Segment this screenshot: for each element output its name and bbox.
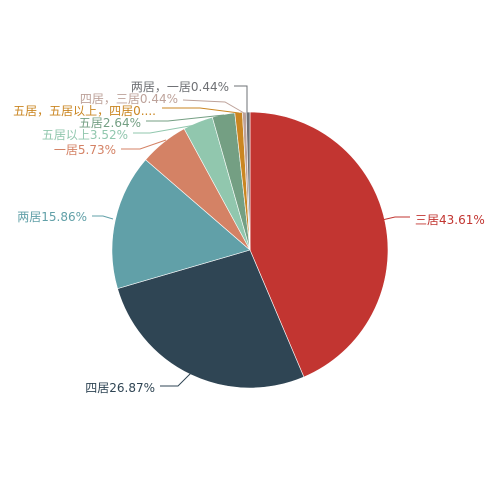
slice-label-5: 五居以上3.52% [42, 128, 128, 142]
slice-label-3: 两居15.86% [17, 210, 87, 224]
slice-label-9: 两居，一居0.44% [131, 80, 229, 94]
leader-line-1 [381, 216, 410, 221]
slice-label-6: 五居2.64% [79, 116, 141, 130]
label-leader-lines [92, 85, 410, 387]
slice-label-8: 四居，三居0.44% [80, 92, 178, 106]
slice-label-7: 五居，五居以上，四居0.... [13, 104, 156, 118]
leader-line-9 [234, 85, 248, 113]
leader-line-2 [160, 371, 193, 387]
leader-line-7 [162, 107, 240, 114]
pie-slices [111, 111, 389, 389]
leader-line-6 [146, 114, 225, 122]
pie-slice-1[interactable] [249, 111, 389, 378]
pie-slice-9[interactable] [245, 111, 251, 251]
slice-labels: 三居43.61% 四居26.87% 两居15.86% 一居5.73%五居以上3.52%… [13, 80, 485, 395]
leader-line-3 [92, 215, 114, 220]
slice-label-1: 三居43.61% [415, 213, 485, 227]
leader-line-4 [121, 139, 167, 150]
pie-slice-3[interactable] [111, 159, 251, 289]
slice-label-2: 四居26.87% [85, 381, 155, 395]
pie-slice-2[interactable] [117, 249, 305, 389]
leader-line-5 [133, 123, 202, 134]
leader-line-8 [182, 99, 245, 114]
slice-label-4: 一居5.73% [54, 143, 116, 157]
